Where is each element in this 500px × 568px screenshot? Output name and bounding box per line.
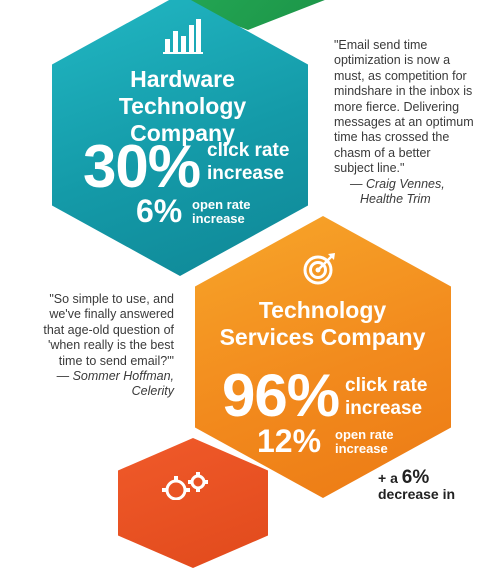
bottom-note: + a 6% decrease in	[378, 467, 456, 502]
quote-line: mindshare in the inbox is	[334, 84, 473, 99]
quote-attribution: Celerity	[131, 384, 174, 399]
quote-attribution: — Craig Vennes,	[350, 176, 445, 191]
quote-line: 'when really is the best	[47, 338, 174, 353]
services-open-label-line2: increase	[335, 441, 388, 456]
quote-line: messages at an optimum	[334, 115, 474, 130]
hardware-title-line1: Hardware	[130, 66, 235, 92]
hardware-click-rate-value: 30%	[83, 133, 201, 200]
quote-line: that age-old question of	[43, 322, 174, 337]
bottom-note-line2: decrease in	[378, 486, 456, 502]
quote-craig-vennes: "Email send time optimization is now a m…	[334, 38, 496, 207]
quote-line: subject line."	[334, 161, 405, 176]
hardware-title-line2: Technology Company	[118, 93, 247, 146]
services-title-line2: Services Company	[219, 324, 426, 350]
hardware-company-title: Hardware Technology Company	[70, 66, 295, 147]
quote-sommer-hoffman: "So simple to use, and we've finally ans…	[20, 292, 174, 400]
hardware-click-label-line2: increase	[207, 163, 285, 184]
bottom-note-prefix: + a	[378, 470, 398, 486]
quote-line: time to send email?'"	[58, 353, 174, 368]
services-open-rate-label: open rate increase	[335, 428, 394, 456]
services-click-rate-value: 96%	[222, 362, 340, 429]
services-click-label-line1: click rate	[345, 375, 428, 396]
hardware-open-label-line1: open rate	[192, 197, 251, 212]
quote-attribution: Healthe Trim	[360, 192, 431, 207]
bottom-note-value: 6%	[401, 467, 430, 488]
hardware-click-label-line1: click rate	[207, 140, 290, 161]
services-company-title: Technology Services Company	[215, 297, 430, 351]
services-title-line1: Technology	[258, 297, 387, 323]
quote-line: "So simple to use, and	[49, 292, 174, 306]
bar-chart-icon	[163, 17, 203, 55]
hardware-open-label-line2: increase	[192, 211, 245, 226]
services-click-rate-label: click rate increase	[345, 374, 427, 420]
services-open-label-line1: open rate	[335, 427, 394, 442]
quote-line: optimization is now a	[334, 53, 451, 68]
quote-line: more fierce. Delivering	[334, 99, 460, 114]
services-click-label-line2: increase	[345, 398, 423, 419]
quote-line: time has crossed the	[334, 130, 450, 145]
quote-attribution: — Sommer Hoffman,	[56, 369, 174, 384]
quote-line: chasm of a better	[334, 145, 431, 160]
target-icon	[302, 252, 336, 286]
gears-icon	[160, 468, 212, 500]
services-open-rate-value: 12%	[257, 423, 322, 459]
hardware-click-rate-label: click rate increase	[207, 139, 289, 185]
quote-line: we've finally answered	[49, 307, 174, 322]
quote-line: "Email send time	[334, 38, 428, 52]
hardware-open-rate-label: open rate increase	[192, 198, 251, 226]
quote-line: must, as competition for	[334, 68, 467, 83]
hardware-open-rate-value: 6%	[136, 193, 183, 229]
bottom-hexagon	[118, 438, 268, 568]
infographic: Hardware Technology Company 30% click ra…	[20, 0, 496, 568]
